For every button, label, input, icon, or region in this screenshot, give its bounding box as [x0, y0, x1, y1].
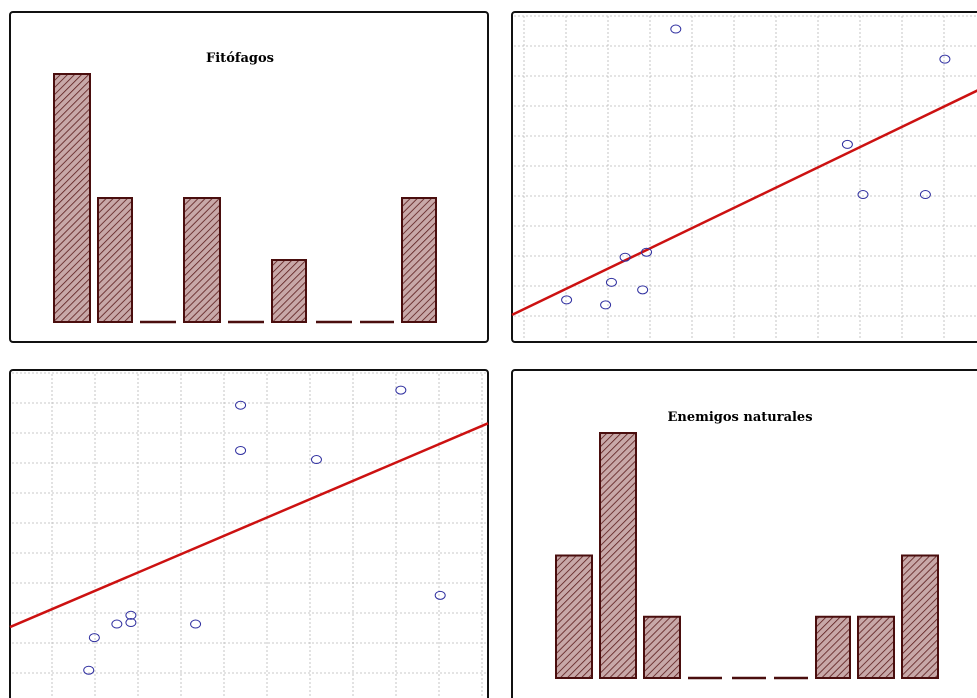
scatter-point [605, 277, 617, 287]
regression-line [511, 89, 977, 317]
scatter-point [111, 619, 123, 629]
grid [12, 372, 488, 698]
panel-enemigos: Enemigos naturales [511, 369, 977, 698]
scatter-point [841, 139, 853, 149]
scatter-point [83, 665, 95, 675]
scatter-point [641, 247, 653, 257]
scatter-point [939, 54, 951, 64]
scatter-point [600, 300, 612, 310]
scatter-point [619, 252, 631, 262]
panel-frame [511, 11, 977, 343]
bar-series [555, 432, 939, 680]
bar [901, 554, 939, 679]
bar [97, 197, 133, 323]
scatter-point [434, 590, 446, 600]
scatter-point [190, 619, 202, 629]
bar [857, 615, 895, 679]
bar [643, 615, 681, 679]
scatter-point [88, 633, 100, 643]
scatter-points [83, 385, 446, 675]
scatter-point [637, 285, 649, 295]
regression-line [9, 422, 489, 629]
scatter-point [310, 455, 322, 465]
bar [815, 615, 851, 679]
bar [599, 432, 637, 679]
scatter-point [919, 190, 931, 200]
scatter-point [561, 295, 573, 305]
scatter-point [125, 610, 137, 620]
panel-frame [9, 369, 489, 698]
bar [271, 259, 307, 323]
scatter-points [561, 24, 951, 310]
scatter-point [395, 385, 407, 395]
chart-title: Fitófagos [206, 51, 274, 66]
bar [53, 73, 91, 323]
panel-scatter-bottom [9, 369, 489, 698]
bar [183, 197, 221, 323]
panel-fitofagos: Fitófagos [9, 11, 489, 343]
trend-line [511, 89, 977, 317]
bar [555, 554, 593, 679]
bar-series [53, 73, 437, 324]
trend-line [9, 422, 489, 629]
scatter-point [125, 618, 137, 628]
panel-scatter-top [511, 11, 977, 343]
scatter-point [235, 445, 247, 455]
scatter-point [235, 400, 247, 410]
grid [514, 15, 977, 340]
chart-title: Enemigos naturales [667, 410, 812, 425]
bar [401, 197, 437, 323]
scatter-point [857, 190, 869, 200]
scatter-point [670, 24, 682, 34]
